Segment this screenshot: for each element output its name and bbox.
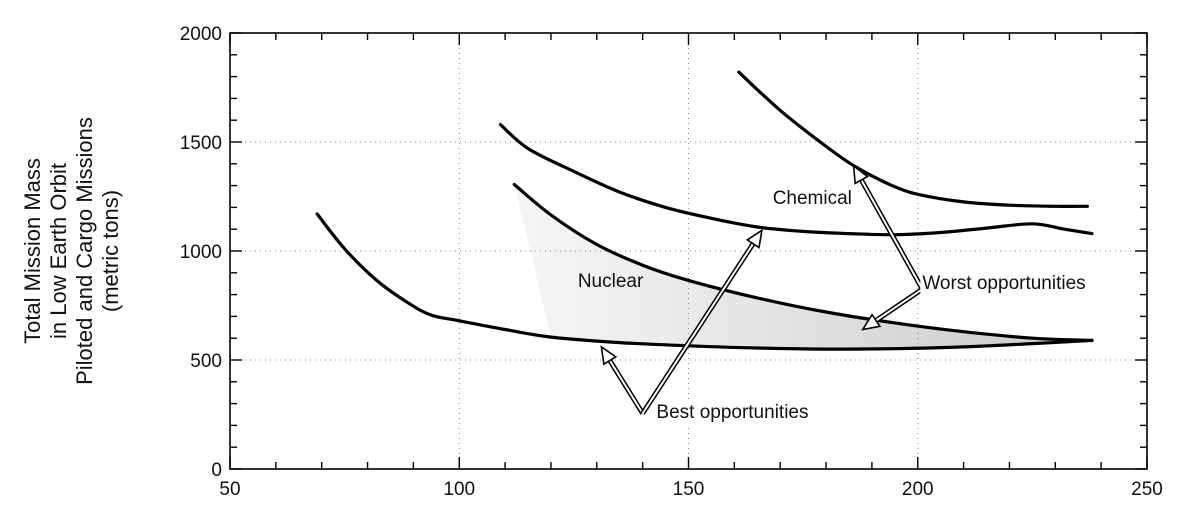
- annotation-label: Best opportunities: [656, 402, 808, 423]
- y-tick-label: 1500: [180, 133, 222, 154]
- x-tick-label: 150: [673, 479, 705, 500]
- annotation-label-bg: [654, 400, 811, 424]
- annotation-arrow: [861, 287, 924, 331]
- series-lines: [315, 70, 1094, 351]
- x-tick-label: 250: [1131, 479, 1163, 500]
- y-tick-labels: 0 500 1000 1500 2000: [180, 24, 222, 481]
- series-line-nuclear-1: [315, 212, 1094, 351]
- x-tick-labels: 50 100 150 200 250: [219, 479, 1162, 500]
- y-tick-label: 0: [211, 460, 222, 481]
- y-axis-label-line: in Low Earth Orbit: [46, 163, 71, 339]
- x-tick-label: 200: [902, 479, 934, 500]
- y-tick-label: 2000: [180, 24, 222, 45]
- y-axis-label-line: Total Mission Mass: [20, 158, 45, 344]
- series-line-chemical-3: [498, 123, 1094, 237]
- region-label-nuclear: Nuclear: [578, 271, 644, 292]
- annotation-arrow: [640, 228, 763, 415]
- region-labels: Chemical Nuclear: [578, 188, 852, 292]
- annotation-arrows: [600, 164, 925, 415]
- y-tick-label: 500: [190, 351, 222, 372]
- annotation-labels: Best opportunities Worst opportunities: [654, 272, 1088, 424]
- x-tick-label: 100: [443, 479, 475, 500]
- nuclear-region-shading: [514, 184, 1092, 350]
- axis-ticks: [229, 32, 1148, 470]
- annotation-arrow: [600, 345, 645, 415]
- series-line-nuclear-2: [512, 182, 1094, 342]
- region-label-chemical: Chemical: [773, 188, 852, 209]
- annotation-arrow: [852, 164, 925, 291]
- nuclear-region-fill: [514, 184, 1092, 350]
- annotation-label-bg: [920, 272, 1088, 296]
- y-axis-label: Total Mission Mass in Low Earth Orbit Pilo…: [20, 117, 123, 385]
- series-line-chemical-4: [737, 70, 1089, 208]
- y-axis-label-line: (metric tons): [98, 190, 123, 312]
- x-tick-label: 50: [219, 479, 240, 500]
- y-axis-label-line: Piloted and Cargo Missions: [72, 117, 97, 385]
- annotation-label: Worst opportunities: [922, 273, 1085, 294]
- y-tick-label: 1000: [180, 242, 222, 263]
